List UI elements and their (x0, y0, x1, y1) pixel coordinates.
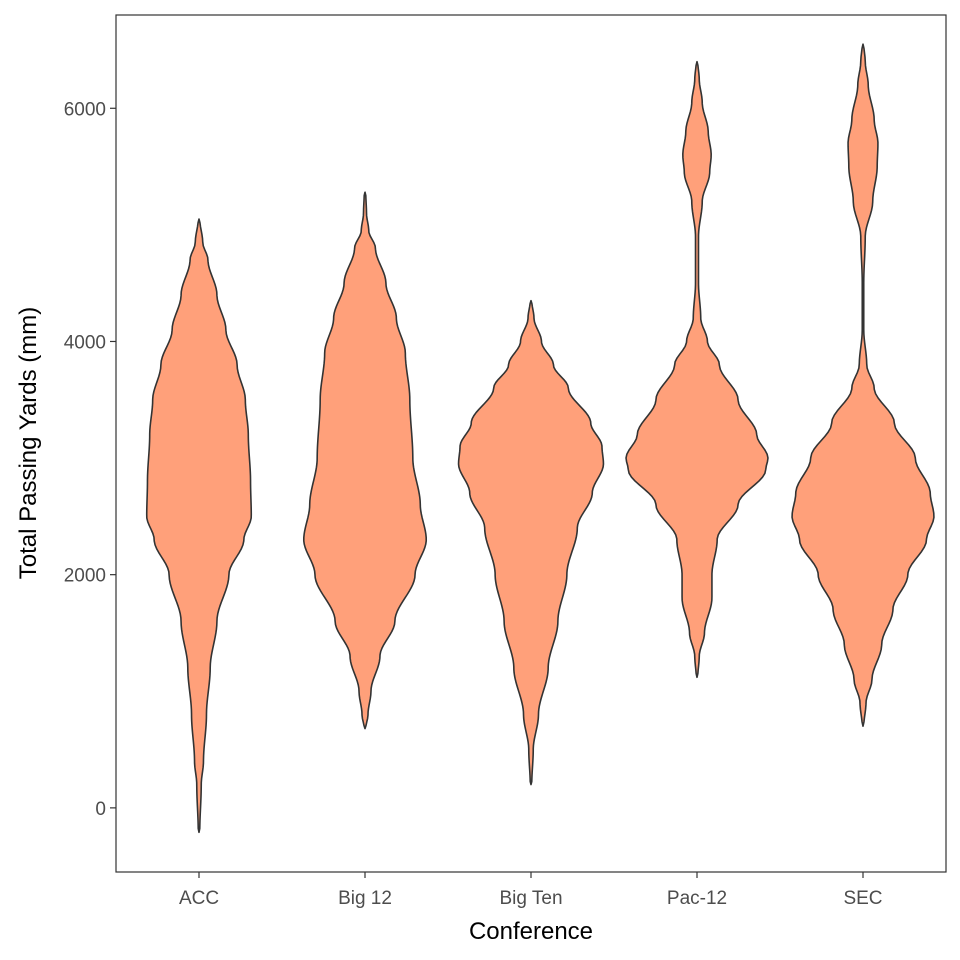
x-tick-label: ACC (179, 888, 219, 909)
y-tick-label: 6000 (64, 99, 106, 120)
y-tick-label: 0 (95, 799, 106, 820)
violin-acc (145, 218, 253, 834)
violin-big-ten (457, 299, 605, 786)
x-tick-label: Big Ten (499, 888, 562, 909)
y-axis: 0 2000 4000 6000 (64, 99, 116, 820)
violin-pac-12 (625, 60, 769, 679)
x-tick-label: SEC (843, 888, 882, 909)
x-tick-label: Pac-12 (667, 888, 727, 909)
y-tick-label: 2000 (64, 566, 106, 587)
x-axis-title: Conference (469, 918, 593, 945)
x-tick-label: Big 12 (338, 888, 392, 909)
x-axis: ACC Big 12 Big Ten Pac-12 SEC (179, 872, 883, 909)
violin-sec (791, 43, 935, 728)
y-tick-label: 4000 (64, 332, 106, 353)
violins-layer (145, 43, 935, 834)
violin-big-12 (302, 191, 428, 730)
y-axis-title: Total Passing Yards (mm) (15, 307, 42, 580)
